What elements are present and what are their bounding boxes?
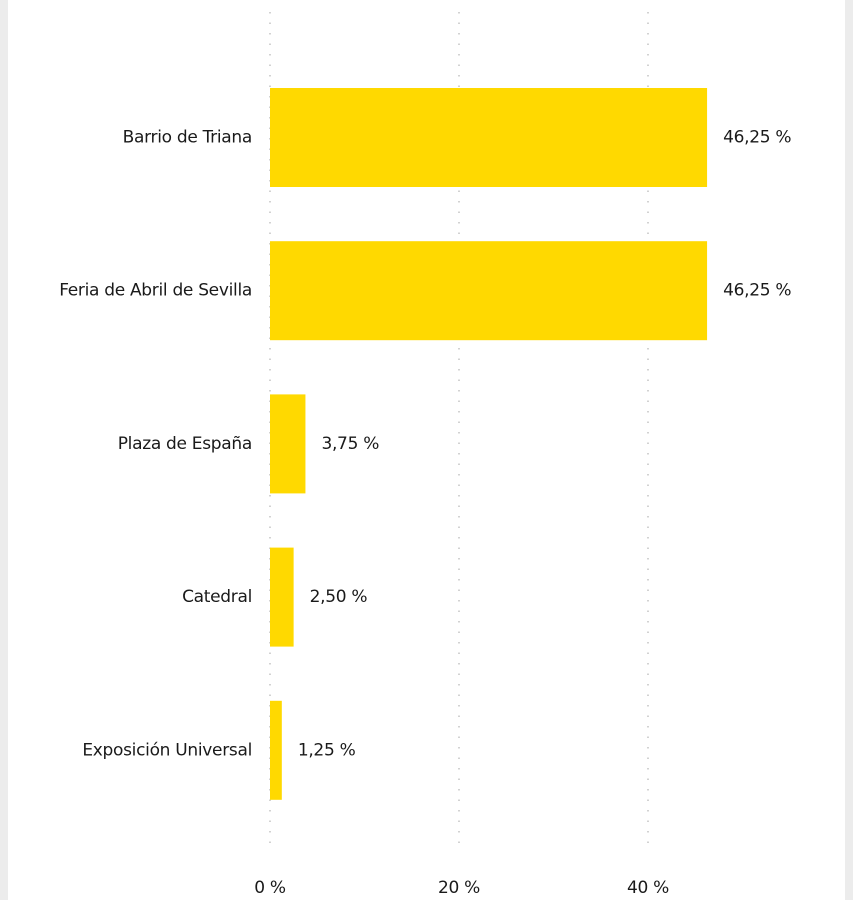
- x-tick-label: 40 %: [627, 878, 669, 898]
- bar: [270, 88, 708, 187]
- y-tick-label: Exposición Universal: [82, 740, 252, 760]
- value-label: 3,75 %: [321, 434, 379, 454]
- y-tick-label: Feria de Abril de Sevilla: [59, 281, 252, 301]
- y-tick-label: Barrio de Triana: [123, 128, 252, 148]
- x-tick-label: 0 %: [254, 878, 286, 898]
- y-tick-label: Catedral: [182, 587, 252, 607]
- value-label: 2,50 %: [310, 587, 368, 607]
- bar: [270, 394, 306, 494]
- value-label: 46,25 %: [723, 128, 791, 148]
- bar: [270, 241, 708, 341]
- y-tick-label: Plaza de España: [118, 434, 252, 454]
- x-tick-label: 20 %: [438, 878, 480, 898]
- value-label: 46,25 %: [723, 281, 791, 301]
- bar: [270, 700, 282, 800]
- bar: [270, 547, 294, 647]
- value-label: 1,25 %: [298, 740, 356, 760]
